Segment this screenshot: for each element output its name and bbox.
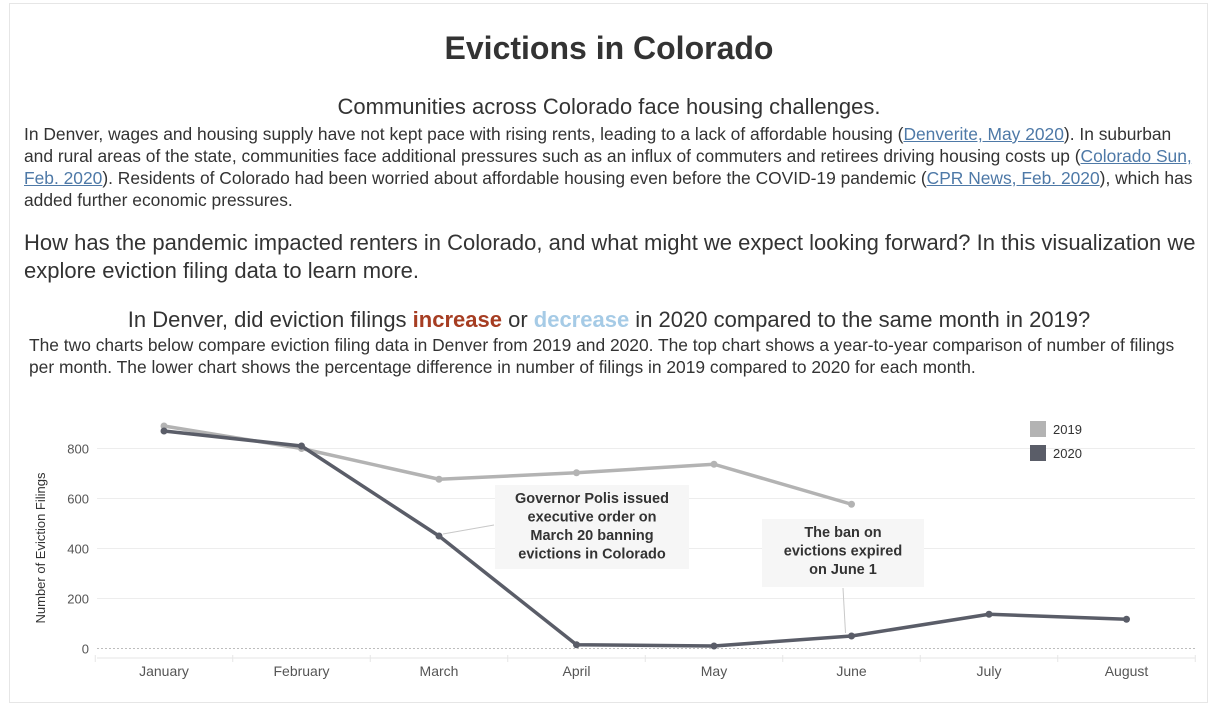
x-tick-label: January	[139, 663, 189, 679]
axes: 0 200 400 600 800 January February March April Ma…	[33, 442, 1195, 679]
x-tick-label: April	[562, 663, 590, 679]
data-point-2020	[985, 610, 993, 618]
intro-text-3: ). Residents of Colorado had been worrie…	[102, 168, 927, 188]
intro-text-4: ), which has added further economic pres…	[24, 168, 1193, 210]
legend-swatch-2019	[1030, 421, 1046, 437]
annotation-text: The ban on	[804, 525, 881, 541]
y-tick-label: 800	[67, 442, 89, 457]
link-cpr-news[interactable]: CPR News, Feb. 2020	[926, 168, 1100, 188]
legend[interactable]: 2019 2020	[1030, 421, 1082, 461]
y-axis-title: Number of Eviction Filings	[33, 472, 48, 623]
data-point-2020	[1123, 615, 1130, 623]
intro-text-2: ). In suburban and rural areas of the st…	[24, 124, 1172, 166]
annotation-leaders	[442, 524, 846, 634]
page-subtitle: Communities across Colorado face housing…	[337, 94, 881, 119]
data-point-2020	[298, 442, 305, 450]
annotation-text: executive order on	[528, 510, 657, 526]
intro-paragraph: In Denver, wages and housing supply have…	[24, 123, 1199, 211]
data-point-2019	[848, 500, 855, 508]
y-tick-label: 400	[67, 542, 89, 557]
data-point-2020	[160, 427, 168, 435]
data-point-2019	[573, 469, 580, 477]
annotation-box	[495, 485, 689, 569]
dashboard-frame	[9, 3, 1208, 703]
annotation-text: on June 1	[809, 562, 877, 578]
chart-description: The two charts below compare eviction fi…	[29, 335, 1175, 377]
y-tick-label: 200	[67, 592, 89, 607]
data-point-2020	[848, 632, 855, 640]
data-point-2020	[435, 532, 443, 540]
annotation-text: evictions expired	[784, 544, 902, 560]
chart-question: In Denver, did eviction filings increase…	[0, 307, 1218, 333]
data-point-2019	[160, 422, 168, 430]
chart-question-mid: or	[501, 307, 534, 332]
annotation-box	[762, 519, 924, 587]
legend-label-2020: 2020	[1053, 446, 1082, 461]
y-tick-label: 600	[67, 492, 89, 507]
data-point-2019	[435, 475, 443, 483]
annotation-leader-line	[842, 587, 846, 634]
eviction-line-chart: 0 200 400 600 800 January February March April Ma…	[33, 421, 1196, 679]
data-point-2020	[573, 641, 580, 649]
intro-text-1: In Denver, wages and housing supply have…	[24, 124, 904, 144]
page-title: Evictions in Colorado	[444, 30, 774, 66]
annotation-leader-line	[442, 524, 495, 535]
x-tick-label: March	[420, 663, 459, 679]
data-point-2019	[710, 460, 718, 468]
annotation-text: March 20 banning	[530, 528, 653, 544]
guiding-question: How has the pandemic impacted renters in…	[24, 230, 1196, 283]
x-tick-label: August	[1105, 663, 1149, 679]
link-colorado-sun[interactable]: Colorado Sun, Feb. 2020	[24, 146, 1192, 188]
series-lines	[160, 422, 1130, 650]
x-tick-label: February	[273, 663, 329, 679]
increase-label: increase	[412, 307, 502, 332]
series-line-2020	[162, 429, 1129, 648]
legend-label-2019: 2019	[1053, 422, 1082, 437]
x-tick-label: May	[701, 663, 727, 679]
data-point-2020	[710, 642, 718, 650]
x-tick-label: June	[836, 663, 867, 679]
annotation-boxes: Governor Polis issued executive order on M…	[495, 485, 924, 587]
x-tick-label: July	[977, 663, 1002, 679]
link-denverite[interactable]: Denverite, May 2020	[903, 124, 1064, 144]
y-tick-label: 0	[82, 642, 89, 657]
annotation-text: evictions in Colorado	[518, 547, 666, 563]
annotation-text: Governor Polis issued	[515, 491, 669, 507]
legend-swatch-2020	[1030, 445, 1046, 461]
chart-question-post: in 2020 compared to the same month in 20…	[629, 307, 1091, 332]
chart-question-pre: In Denver, did eviction filings	[127, 307, 413, 332]
decrease-label: decrease	[533, 307, 630, 332]
